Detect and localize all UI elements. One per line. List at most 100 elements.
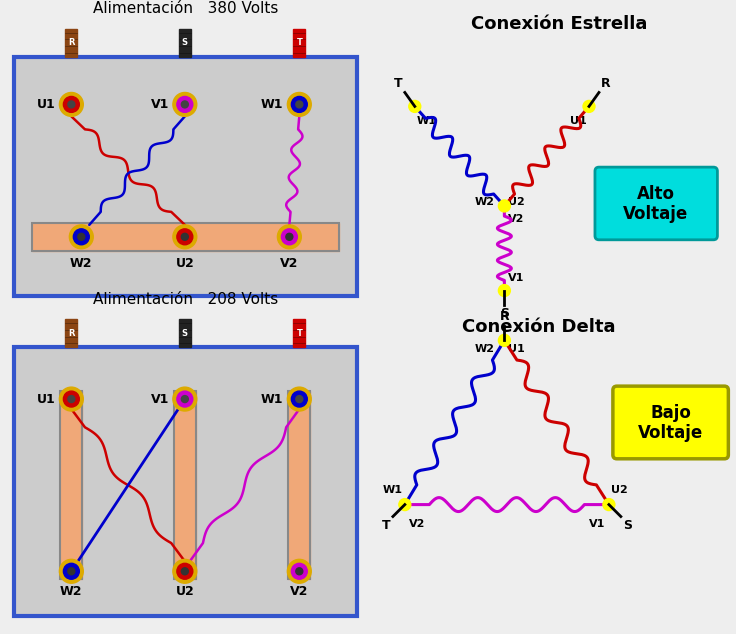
Bar [174,391,196,579]
Circle shape [281,229,297,245]
Text: T: T [297,329,302,338]
Circle shape [177,96,193,112]
Bar [289,391,311,579]
FancyBboxPatch shape [595,167,718,240]
Text: V1: V1 [151,98,169,111]
Text: U1: U1 [37,392,55,406]
Text: T: T [382,519,391,531]
Text: W1: W1 [417,117,436,126]
Circle shape [181,233,188,240]
Bar [289,391,311,579]
Circle shape [173,93,197,117]
Circle shape [63,96,79,112]
Text: S: S [182,38,188,47]
Text: V1: V1 [509,273,525,283]
Bar [60,391,82,579]
Circle shape [68,101,75,108]
Circle shape [603,498,615,510]
Text: S: S [623,519,631,531]
Circle shape [498,334,510,346]
Circle shape [408,100,421,112]
Circle shape [296,101,302,108]
Circle shape [63,391,79,407]
Bar [174,391,196,579]
Text: U1: U1 [37,98,55,111]
Circle shape [287,387,311,411]
Circle shape [63,564,79,579]
Circle shape [399,498,411,510]
Circle shape [583,100,595,112]
Circle shape [173,387,197,411]
Circle shape [277,225,301,249]
Circle shape [69,225,93,249]
Text: R: R [500,311,509,323]
Text: Alto
Voltaje: Alto Voltaje [623,184,688,223]
Text: U2: U2 [611,484,628,495]
Text: U1: U1 [570,117,587,126]
Bar [60,391,82,579]
Text: V2: V2 [280,257,299,270]
Text: R: R [68,38,74,47]
Text: W2: W2 [60,585,82,598]
Circle shape [177,391,193,407]
Circle shape [173,225,197,249]
Circle shape [74,229,89,245]
Text: W2: W2 [70,257,93,270]
Text: W2: W2 [475,197,495,207]
Circle shape [296,568,302,575]
Text: V1: V1 [151,392,169,406]
Text: Conexión Estrella: Conexión Estrella [471,15,648,33]
Text: Conexión Delta: Conexión Delta [462,318,616,337]
Circle shape [181,101,188,108]
Text: V2: V2 [509,214,525,224]
Text: R: R [601,77,611,91]
Bar [179,320,191,347]
Circle shape [60,93,83,117]
Text: U2: U2 [175,585,194,598]
Circle shape [291,96,307,112]
Text: W2: W2 [475,344,495,354]
Bar [14,56,357,295]
Bar [32,223,339,251]
Text: U2: U2 [175,257,194,270]
Text: U2: U2 [509,197,525,207]
Text: U1: U1 [509,344,525,354]
Text: V2: V2 [408,519,425,529]
Circle shape [60,387,83,411]
Bar [294,320,305,347]
Text: W1: W1 [261,392,283,406]
Circle shape [68,568,75,575]
Circle shape [181,396,188,403]
Circle shape [78,233,85,240]
Circle shape [287,559,311,583]
Text: Bajo
Voltaje: Bajo Voltaje [638,404,703,443]
Bar [294,29,305,56]
Circle shape [296,396,302,403]
Circle shape [291,564,307,579]
Text: W1: W1 [261,98,283,111]
Bar [14,347,357,616]
FancyBboxPatch shape [613,386,729,459]
Bar [66,29,77,56]
Text: S: S [500,307,509,321]
Text: R: R [68,329,74,338]
Bar [32,223,339,251]
Circle shape [68,396,75,403]
Bar [179,29,191,56]
Circle shape [177,229,193,245]
Text: V2: V2 [290,585,308,598]
Text: S: S [182,329,188,338]
Circle shape [498,200,510,212]
Text: Alimentación   208 Volts: Alimentación 208 Volts [93,292,278,307]
Circle shape [291,391,307,407]
Text: T: T [297,38,302,47]
Bar [66,320,77,347]
Text: W1: W1 [383,484,403,495]
Circle shape [287,93,311,117]
Circle shape [173,559,197,583]
Circle shape [177,564,193,579]
Text: T: T [394,77,403,91]
Circle shape [498,285,510,297]
Circle shape [60,559,83,583]
Circle shape [286,233,293,240]
